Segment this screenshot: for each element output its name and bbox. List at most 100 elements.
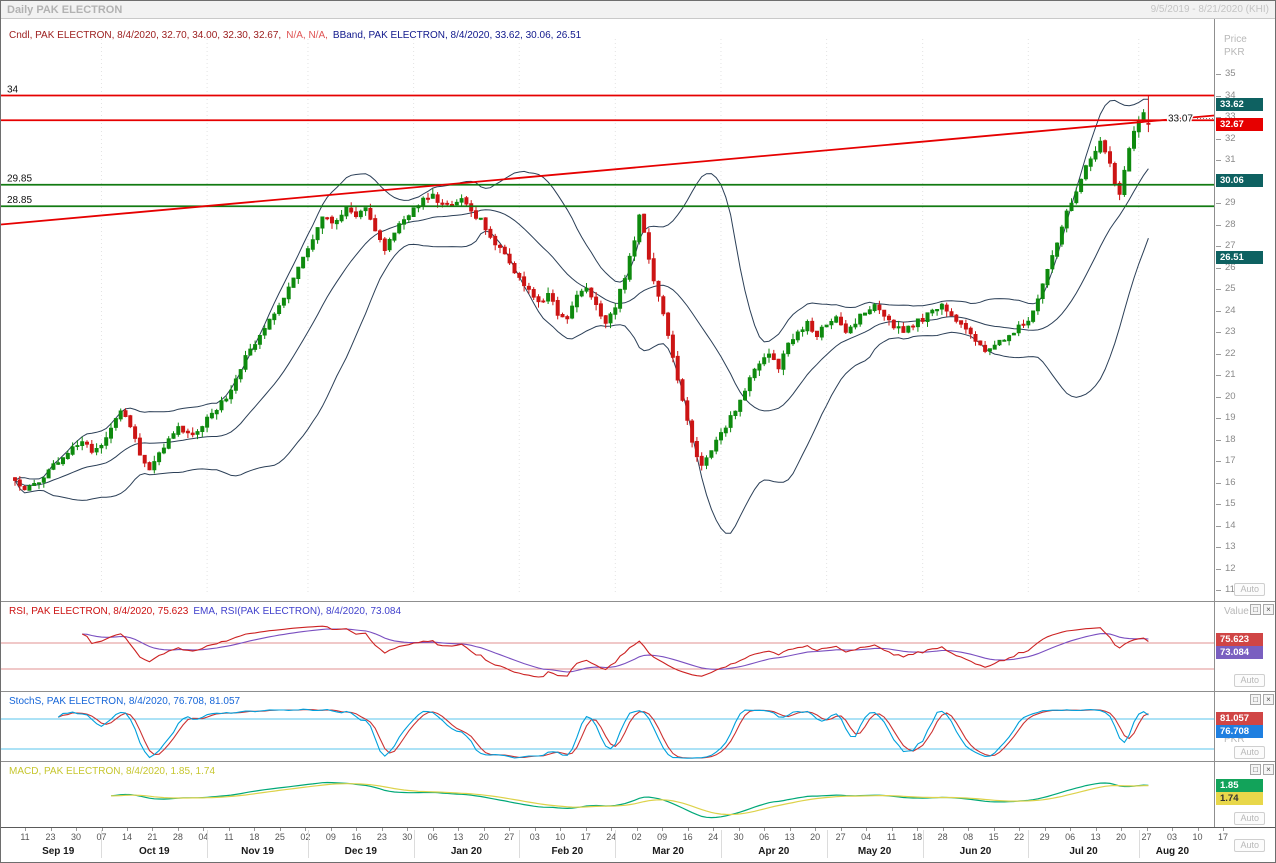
time-tick bbox=[789, 828, 791, 831]
price-tick-label: 25 bbox=[1215, 284, 1275, 294]
time-tick bbox=[254, 828, 256, 831]
time-tick-label: 30 bbox=[402, 832, 413, 842]
time-tick bbox=[993, 828, 995, 831]
time-tick bbox=[203, 828, 205, 831]
time-tick bbox=[50, 828, 52, 831]
price-tick-label: 28 bbox=[1215, 219, 1275, 230]
candle-bodies-up bbox=[27, 112, 1146, 491]
price-tick-label: 11 bbox=[1215, 585, 1275, 595]
time-tick bbox=[1019, 828, 1021, 831]
price-tick-label: 21 bbox=[1215, 370, 1275, 380]
price-chart[interactable]: 34 29.85 28.85 33.07 bbox=[1, 19, 1214, 601]
time-axis: 1123300714212804111825020916233006132027… bbox=[1, 827, 1275, 862]
close-icon[interactable]: × bbox=[1263, 764, 1274, 775]
time-tick-label: 25 bbox=[274, 832, 285, 842]
price-tick-label: 19 bbox=[1215, 413, 1275, 423]
stochastic-legend: StochS, PAK ELECTRON, 8/4/2020, 76.708, … bbox=[9, 696, 245, 707]
time-tick-label: 16 bbox=[351, 832, 362, 842]
month-separator bbox=[615, 830, 617, 858]
time-tick bbox=[152, 828, 154, 831]
time-tick bbox=[636, 828, 638, 831]
time-tick-label: 23 bbox=[45, 832, 56, 842]
axis-value-tag: 81.057 bbox=[1216, 712, 1263, 726]
month-label: Nov 19 bbox=[241, 846, 274, 857]
time-tick bbox=[127, 828, 128, 831]
time-tick bbox=[891, 828, 893, 831]
time-tick bbox=[738, 828, 740, 831]
time-tick-label: 11 bbox=[20, 832, 30, 842]
price-tick-label: 27 bbox=[1215, 241, 1275, 251]
rsi-chart[interactable] bbox=[1, 602, 1214, 692]
close-icon[interactable]: × bbox=[1263, 604, 1274, 615]
price-tick-label: 23 bbox=[1215, 327, 1275, 337]
panel-controls: □ × bbox=[1250, 604, 1274, 615]
time-tick-label: 24 bbox=[708, 832, 719, 842]
month-label: Apr 20 bbox=[758, 846, 790, 857]
time-tick-label: 18 bbox=[249, 832, 260, 842]
time-tick-label: 17 bbox=[1217, 832, 1229, 842]
axis-value-tag: 76.708 bbox=[1216, 725, 1263, 739]
time-tick bbox=[1172, 828, 1173, 831]
legend-segment: Cndl, PAK ELECTRON, 8/4/2020, 32.70, 34.… bbox=[9, 30, 282, 41]
rsi-ema-line bbox=[82, 628, 1149, 673]
time-tick bbox=[1223, 828, 1224, 831]
time-tick-label: 21 bbox=[147, 832, 158, 842]
month-separator bbox=[922, 830, 924, 858]
month-label: Dec 19 bbox=[344, 846, 377, 857]
close-icon[interactable]: × bbox=[1263, 694, 1274, 705]
price-level-label: 28.85 bbox=[7, 195, 32, 206]
time-tick bbox=[101, 828, 103, 831]
month-separator bbox=[101, 830, 103, 858]
rsi-legend: RSI, PAK ELECTRON, 8/4/2020, 75.623 EMA, … bbox=[9, 606, 406, 617]
time-tick-label: 08 bbox=[963, 832, 974, 842]
auto-scale-button[interactable]: Auto bbox=[1234, 583, 1265, 596]
time-tick bbox=[942, 828, 944, 831]
time-tick-label: 11 bbox=[224, 832, 234, 842]
time-tick bbox=[279, 828, 281, 831]
legend-segment: N/A, N/A, bbox=[286, 30, 328, 41]
time-tick bbox=[509, 828, 511, 831]
trend-line[interactable] bbox=[1, 114, 1214, 226]
time-tick bbox=[713, 828, 715, 831]
rsi-panel: RSI, PAK ELECTRON, 8/4/2020, 75.623 EMA, … bbox=[1, 601, 1275, 692]
auto-scale-button[interactable]: Auto bbox=[1234, 746, 1265, 759]
time-tick bbox=[534, 828, 536, 831]
time-tick bbox=[458, 828, 460, 831]
time-tick bbox=[483, 828, 485, 831]
time-tick bbox=[381, 828, 383, 831]
axis-value-tag: 1.85 bbox=[1216, 779, 1263, 793]
price-tick-label: 18 bbox=[1215, 434, 1275, 445]
price-legend: Cndl, PAK ELECTRON, 8/4/2020, 32.70, 34.… bbox=[9, 30, 586, 41]
time-tick bbox=[840, 828, 842, 831]
legend-segment: StochS, PAK ELECTRON, 8/4/2020, 76.708, … bbox=[9, 696, 241, 707]
month-label: Feb 20 bbox=[551, 846, 584, 857]
time-tick bbox=[177, 828, 179, 831]
auto-scale-button[interactable]: Auto bbox=[1234, 839, 1265, 852]
time-tick bbox=[866, 828, 868, 831]
time-tick bbox=[356, 828, 358, 831]
month-label: Aug 20 bbox=[1155, 846, 1190, 857]
price-level-label: 29.85 bbox=[7, 174, 32, 185]
month-label: Jun 20 bbox=[959, 846, 992, 857]
price-tick-label: 22 bbox=[1215, 348, 1275, 359]
time-tick-label: 30 bbox=[70, 832, 82, 842]
month-separator bbox=[307, 830, 309, 858]
axis-value-tag: 75.623 bbox=[1216, 633, 1263, 647]
restore-icon[interactable]: □ bbox=[1250, 764, 1261, 775]
month-label: Mar 20 bbox=[652, 846, 684, 857]
auto-scale-button[interactable]: Auto bbox=[1234, 674, 1265, 687]
restore-icon[interactable]: □ bbox=[1250, 604, 1261, 615]
time-tick bbox=[764, 828, 766, 831]
stochastic-chart[interactable] bbox=[1, 692, 1214, 762]
stoch-d-line bbox=[57, 709, 1149, 759]
bband-lower bbox=[14, 230, 1149, 534]
time-tick-label: 09 bbox=[325, 832, 336, 842]
time-tick bbox=[407, 828, 409, 831]
time-tick-label: 06 bbox=[1065, 832, 1076, 842]
restore-icon[interactable]: □ bbox=[1250, 694, 1261, 705]
stochastic-axis: □ × 81.057 76.708 PKR Auto bbox=[1214, 692, 1275, 761]
macd-chart[interactable] bbox=[1, 762, 1214, 828]
price-tick-label: 29 bbox=[1215, 198, 1275, 208]
auto-scale-button[interactable]: Auto bbox=[1234, 812, 1265, 825]
